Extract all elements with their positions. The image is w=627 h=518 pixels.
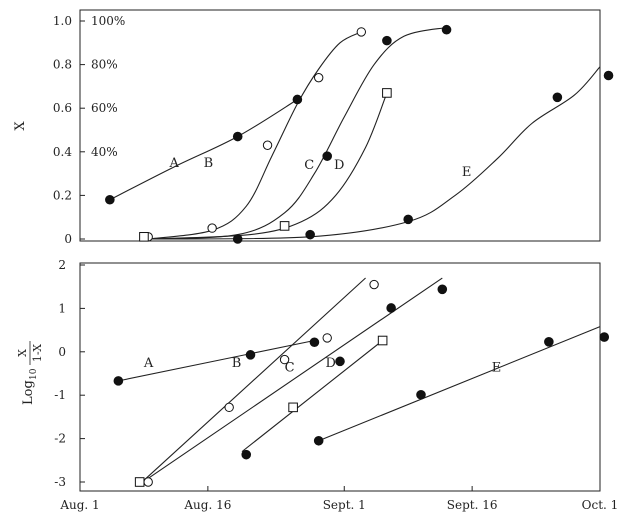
- ylabel-numerator: X: [16, 349, 29, 357]
- point-top-e: [403, 214, 413, 225]
- point-bottom-e: [599, 332, 610, 342]
- point-bottom-c: [241, 449, 252, 460]
- percent-label: 100%: [91, 14, 125, 28]
- y-tick-label: -3: [54, 475, 66, 489]
- y-tick-label: 1: [58, 301, 66, 315]
- y-tick-label: 0.2: [53, 188, 72, 202]
- label-bottom-e: E: [492, 360, 502, 375]
- y-tick-label: 0: [58, 345, 66, 359]
- top-series-labels: A B C D E: [169, 156, 472, 180]
- curve-e: [148, 66, 601, 240]
- point-bottom-d: [288, 402, 298, 413]
- label-bottom-d: D: [326, 356, 336, 371]
- point-bottom-d: [134, 477, 145, 487]
- y-tick-label: 0: [64, 232, 72, 246]
- y-tick-label: 2: [58, 258, 66, 272]
- curve-c: [148, 26, 447, 240]
- fit-line-b: [139, 277, 366, 485]
- bottom-panel: -3 -2 -1 0 1 2 Aug. 1 Aug. 16 Sept. 1 Sept. 16 Oc…: [16, 258, 618, 512]
- point-top-b: [313, 72, 324, 83]
- bottom-points: [113, 279, 610, 487]
- label-bottom-b: B: [232, 356, 242, 371]
- point-top-a: [232, 131, 243, 142]
- point-bottom-a: [309, 337, 320, 348]
- ylabel-sub: 10: [29, 368, 39, 380]
- top-curves: [109, 26, 601, 240]
- y-tick-label: 1.0: [53, 14, 72, 28]
- percent-label: 40%: [91, 145, 118, 159]
- point-top-c: [441, 24, 452, 35]
- point-bottom-e: [313, 435, 324, 446]
- point-top-e: [603, 70, 614, 81]
- top-panel-frame: [79, 9, 601, 242]
- point-top-c: [382, 35, 392, 46]
- x-axis-ticks: Aug. 1 Aug. 16 Sept. 1 Sept. 16 Oct. 1: [59, 486, 618, 512]
- point-bottom-a: [113, 376, 124, 386]
- point-bottom-c: [335, 356, 345, 367]
- ylabel-denominator: 1-X: [31, 344, 44, 362]
- label-top-b: B: [204, 156, 214, 171]
- curve-b: [148, 31, 362, 240]
- percent-label: 60%: [91, 101, 118, 115]
- bottom-y-axis-label: Log 10 X 1-X: [16, 341, 44, 405]
- point-top-b: [207, 223, 217, 233]
- x-tick-label: Aug. 16: [183, 498, 231, 512]
- label-bottom-a: A: [143, 356, 154, 371]
- point-top-c: [232, 234, 243, 244]
- y-tick-label: 0.4: [53, 145, 72, 159]
- point-top-d: [382, 88, 392, 98]
- point-top-a: [292, 94, 303, 105]
- label-top-e: E: [462, 165, 472, 180]
- point-top-c: [322, 151, 333, 161]
- point-bottom-b: [369, 279, 379, 290]
- label-top-d: D: [334, 158, 344, 173]
- x-tick-label: Sept. 16: [447, 498, 498, 512]
- percent-labels: 100% 80% 60% 40%: [91, 14, 125, 159]
- x-tick-label: Aug. 1: [59, 498, 99, 512]
- y-tick-label: 0.6: [53, 101, 72, 115]
- percent-label: 80%: [91, 58, 118, 72]
- point-bottom-b: [322, 333, 332, 343]
- bottom-y-ticks: -3 -2 -1 0 1 2: [54, 258, 85, 489]
- label-top-c: C: [304, 158, 314, 173]
- curve-a: [109, 99, 298, 201]
- curve-d: [148, 92, 388, 240]
- point-bottom-c: [437, 284, 448, 295]
- fit-line-e: [318, 326, 601, 442]
- y-tick-label: 0.8: [53, 58, 72, 72]
- point-bottom-b: [143, 477, 153, 487]
- top-y-ticks: 0 0.2 0.4 0.6 0.8 1.0: [53, 14, 85, 246]
- point-bottom-d: [377, 335, 388, 346]
- fit-line-c: [139, 277, 443, 485]
- label-bottom-c: C: [285, 360, 295, 375]
- point-bottom-c: [386, 303, 396, 313]
- point-top-b: [262, 140, 273, 150]
- fit-lines: [118, 277, 601, 485]
- ylabel-log: Log: [21, 380, 36, 405]
- point-top-e: [552, 92, 563, 103]
- point-bottom-b: [279, 354, 290, 365]
- top-panel: 0 0.2 0.4 0.6 0.8 1.0 100% 80% 60% 40% A B C D E X: [13, 9, 614, 246]
- point-bottom-b: [224, 402, 234, 413]
- bottom-panel-frame: [79, 262, 601, 492]
- point-top-d: [279, 221, 290, 231]
- label-top-a: A: [169, 156, 180, 171]
- point-bottom-e: [544, 337, 554, 347]
- point-bottom-e: [416, 389, 426, 400]
- fit-line-d: [241, 340, 383, 453]
- y-tick-label: -2: [54, 432, 66, 446]
- point-bottom-a: [245, 350, 256, 360]
- top-y-axis-label: X: [13, 121, 28, 131]
- point-top-b: [356, 27, 367, 37]
- point-top-e: [305, 229, 315, 240]
- bottom-series-labels: A B C D E: [143, 356, 501, 375]
- x-tick-label: Oct. 1: [582, 498, 619, 512]
- point-top-d: [139, 232, 149, 242]
- fit-line-a: [118, 339, 315, 382]
- x-tick-label: Sept. 1: [323, 498, 366, 512]
- top-points: [105, 24, 614, 244]
- point-top-a: [105, 194, 115, 205]
- y-tick-label: -1: [54, 388, 66, 402]
